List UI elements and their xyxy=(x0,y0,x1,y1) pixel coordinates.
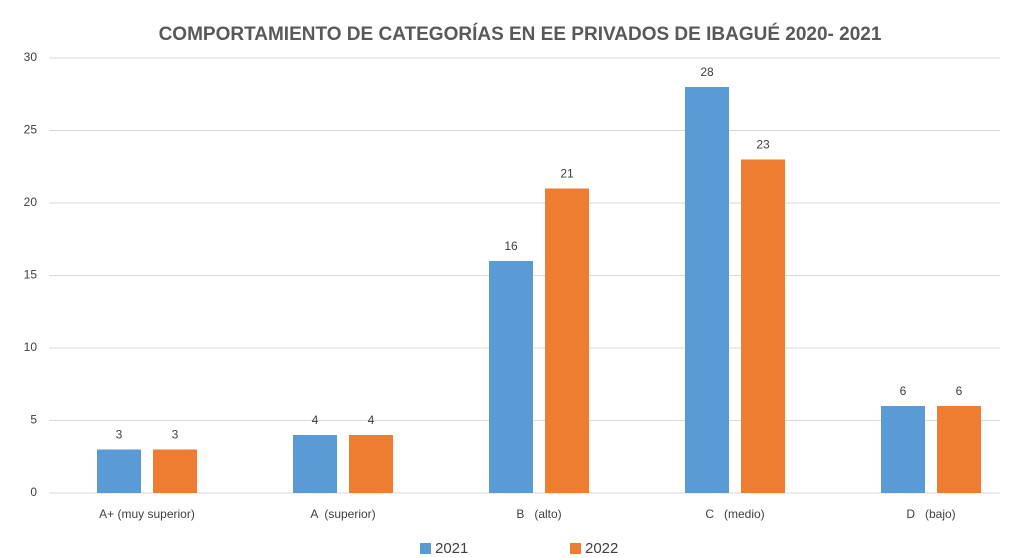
x-tick-label: C (medio) xyxy=(705,507,764,521)
legend-text: 2022 xyxy=(585,540,618,557)
y-tick-label: 0 xyxy=(30,485,37,499)
value-label: 3 xyxy=(116,428,123,442)
y-tick-label: 5 xyxy=(30,413,37,427)
legend-text: 2021 xyxy=(435,540,468,557)
x-tick-label: A (superior) xyxy=(310,507,375,521)
bar xyxy=(349,435,393,493)
x-tick-label: D (bajo) xyxy=(906,507,955,521)
bar xyxy=(685,87,729,493)
bar xyxy=(937,406,981,493)
bar xyxy=(489,261,533,493)
legend-swatch xyxy=(570,543,581,554)
value-label: 16 xyxy=(504,239,518,253)
bar xyxy=(545,188,589,493)
legend-swatch xyxy=(420,543,431,554)
bar xyxy=(153,449,197,493)
x-tick-label: B (alto) xyxy=(516,507,561,521)
y-tick-label: 20 xyxy=(24,195,38,209)
value-label: 28 xyxy=(700,65,714,79)
bar xyxy=(293,435,337,493)
value-label: 6 xyxy=(956,384,963,398)
y-tick-label: 10 xyxy=(24,340,38,354)
x-tick-label: A+ (muy superior) xyxy=(99,507,195,521)
value-label: 21 xyxy=(560,167,574,181)
y-tick-label: 15 xyxy=(24,268,38,282)
bar xyxy=(881,406,925,493)
value-label: 3 xyxy=(172,428,179,442)
value-label: 4 xyxy=(368,413,375,427)
chart-title: COMPORTAMIENTO DE CATEGORÍAS EN EE PRIVA… xyxy=(159,23,882,45)
y-tick-label: 30 xyxy=(24,50,38,64)
value-label: 23 xyxy=(756,138,770,152)
bar xyxy=(97,449,141,493)
value-label: 6 xyxy=(900,384,907,398)
value-label: 4 xyxy=(312,413,319,427)
y-tick-label: 25 xyxy=(24,123,38,137)
bar xyxy=(741,159,785,493)
